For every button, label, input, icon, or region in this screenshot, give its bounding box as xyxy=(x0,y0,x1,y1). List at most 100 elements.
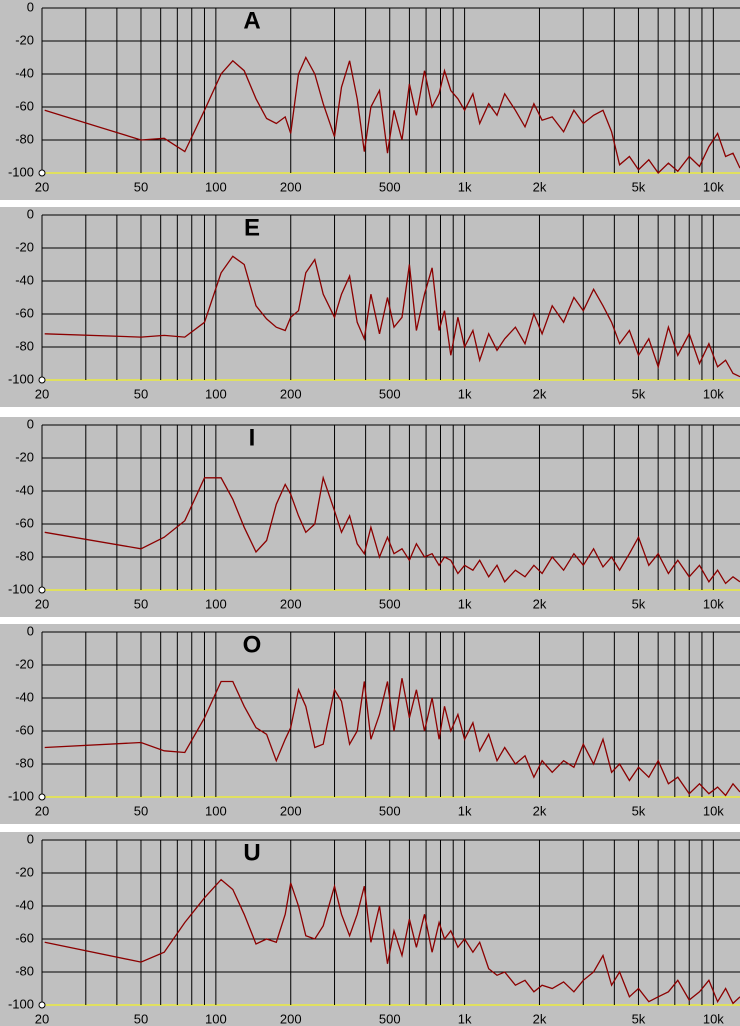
x-tick-label: 1k xyxy=(458,179,472,194)
x-tick-label: 100 xyxy=(205,596,227,611)
y-tick-label: -60 xyxy=(15,515,34,530)
x-tick-label: 500 xyxy=(379,803,401,818)
y-tick-label: -20 xyxy=(15,32,34,47)
x-tick-label: 100 xyxy=(205,803,227,818)
y-tick-label: -20 xyxy=(15,449,34,464)
y-tick-label: -60 xyxy=(15,722,34,737)
x-tick-label: 20 xyxy=(35,386,49,401)
x-tick-label: 2k xyxy=(533,386,547,401)
y-tick-label: -40 xyxy=(15,897,34,912)
y-tick-label: -40 xyxy=(15,65,34,80)
x-tick-label: 200 xyxy=(280,386,302,401)
origin-marker xyxy=(38,1001,46,1009)
x-tick-label: 10k xyxy=(703,596,724,611)
y-tick-label: -40 xyxy=(15,689,34,704)
panel-background xyxy=(0,832,740,1026)
panel-background xyxy=(0,207,740,407)
x-tick-label: 200 xyxy=(280,179,302,194)
y-tick-label: -60 xyxy=(15,930,34,945)
x-tick-label: 200 xyxy=(280,803,302,818)
y-tick-label: 0 xyxy=(27,0,34,14)
y-tick-label: -80 xyxy=(15,548,34,563)
origin-marker xyxy=(38,376,46,384)
x-tick-label: 10k xyxy=(703,386,724,401)
spectrum-line xyxy=(44,678,740,797)
x-tick-label: 10k xyxy=(703,179,724,194)
panel-background xyxy=(0,624,740,824)
y-tick-label: -20 xyxy=(15,656,34,671)
x-tick-label: 2k xyxy=(533,803,547,818)
y-tick-label: -100 xyxy=(8,581,34,596)
y-tick-label: -80 xyxy=(15,131,34,146)
x-tick-label: 100 xyxy=(205,386,227,401)
y-tick-label: -60 xyxy=(15,98,34,113)
y-tick-label: -60 xyxy=(15,305,34,320)
x-tick-label: 50 xyxy=(134,1011,148,1026)
y-tick-label: -80 xyxy=(15,755,34,770)
x-tick-label: 2k xyxy=(533,179,547,194)
x-tick-label: 10k xyxy=(703,803,724,818)
y-tick-label: -40 xyxy=(15,272,34,287)
spectrum-line xyxy=(44,56,740,174)
origin-marker xyxy=(38,586,46,594)
x-tick-label: 100 xyxy=(205,1011,227,1026)
chart-title: U xyxy=(243,839,260,866)
x-tick-label: 50 xyxy=(134,803,148,818)
x-tick-label: 50 xyxy=(134,596,148,611)
x-tick-label: 500 xyxy=(379,179,401,194)
x-tick-label: 20 xyxy=(35,803,49,818)
y-tick-label: -100 xyxy=(8,996,34,1011)
y-tick-label: -20 xyxy=(15,239,34,254)
x-tick-label: 5k xyxy=(632,596,646,611)
chart-title: I xyxy=(249,424,256,451)
x-tick-label: 5k xyxy=(632,1011,646,1026)
x-tick-label: 20 xyxy=(35,1011,49,1026)
y-tick-label: -80 xyxy=(15,963,34,978)
y-tick-label: 0 xyxy=(27,416,34,431)
panel-background xyxy=(0,417,740,617)
chart-title: E xyxy=(244,214,260,241)
x-tick-label: 10k xyxy=(703,1011,724,1026)
x-tick-label: 5k xyxy=(632,803,646,818)
x-tick-label: 1k xyxy=(458,803,472,818)
x-tick-label: 50 xyxy=(134,179,148,194)
x-tick-label: 100 xyxy=(205,179,227,194)
x-tick-label: 500 xyxy=(379,1011,401,1026)
y-tick-label: -20 xyxy=(15,864,34,879)
x-tick-label: 500 xyxy=(379,386,401,401)
x-tick-label: 500 xyxy=(379,596,401,611)
y-tick-label: -40 xyxy=(15,482,34,497)
x-tick-label: 5k xyxy=(632,386,646,401)
y-tick-label: 0 xyxy=(27,831,34,846)
y-tick-label: -80 xyxy=(15,338,34,353)
x-tick-label: 2k xyxy=(533,596,547,611)
y-tick-label: -100 xyxy=(8,788,34,803)
y-tick-label: 0 xyxy=(27,623,34,638)
x-tick-label: 200 xyxy=(280,1011,302,1026)
spectrum-line xyxy=(44,878,740,1005)
y-tick-label: 0 xyxy=(27,206,34,221)
origin-marker xyxy=(38,793,46,801)
y-tick-label: -100 xyxy=(8,371,34,386)
chart-title: O xyxy=(243,631,262,658)
spectrum-line xyxy=(44,475,740,585)
spectrum-line xyxy=(44,255,740,378)
x-tick-label: 2k xyxy=(533,1011,547,1026)
x-tick-label: 20 xyxy=(35,179,49,194)
chart-title: A xyxy=(243,7,260,34)
origin-marker xyxy=(38,169,46,177)
x-tick-label: 1k xyxy=(458,1011,472,1026)
panel-background xyxy=(0,0,740,200)
y-tick-label: -100 xyxy=(8,164,34,179)
x-tick-label: 20 xyxy=(35,596,49,611)
x-tick-label: 1k xyxy=(458,386,472,401)
x-tick-label: 200 xyxy=(280,596,302,611)
x-tick-label: 1k xyxy=(458,596,472,611)
x-tick-label: 50 xyxy=(134,386,148,401)
